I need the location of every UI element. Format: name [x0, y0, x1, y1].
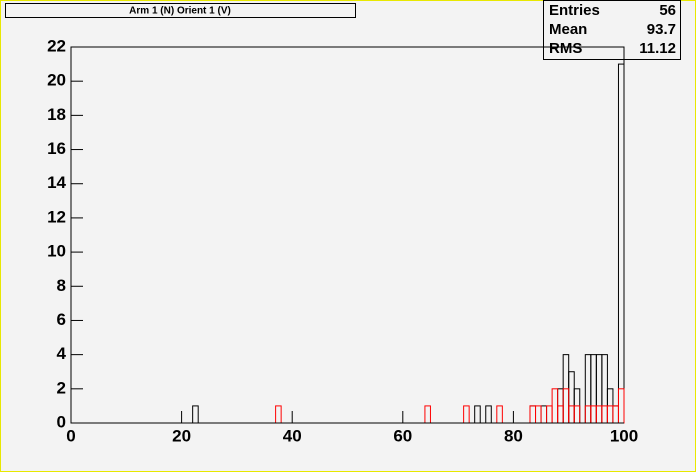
stats-label: Mean [549, 21, 587, 38]
stats-label: Entries [549, 2, 600, 19]
x-tick-label: 20 [172, 426, 191, 445]
x-tick-label: 0 [66, 426, 75, 445]
stats-box [543, 0, 681, 60]
x-tick-label: 40 [283, 426, 302, 445]
y-tick-label: 10 [47, 242, 66, 261]
y-tick-label: 12 [47, 207, 66, 226]
stats-value: 56 [659, 2, 676, 19]
y-tick-label: 16 [47, 139, 66, 158]
y-tick-label: 22 [47, 36, 66, 55]
stats-label: RMS [549, 40, 582, 57]
x-tick-label: 60 [393, 426, 412, 445]
x-tick-label: 80 [504, 426, 523, 445]
y-tick-label: 20 [47, 71, 66, 90]
y-tick-label: 4 [57, 344, 67, 363]
stats-value: 11.12 [639, 40, 676, 57]
x-tick-label: 100 [610, 426, 638, 445]
y-tick-label: 14 [47, 173, 66, 192]
title-box [5, 3, 356, 18]
stats-value: 93.7 [647, 21, 676, 38]
y-tick-label: 6 [57, 310, 66, 329]
chart-title: Arm 1 (N) Orient 1 (V) [129, 6, 231, 17]
y-tick-label: 2 [57, 378, 66, 397]
y-tick-label: 18 [47, 105, 66, 124]
y-tick-label: 0 [57, 412, 66, 431]
y-tick-label: 8 [57, 276, 66, 295]
